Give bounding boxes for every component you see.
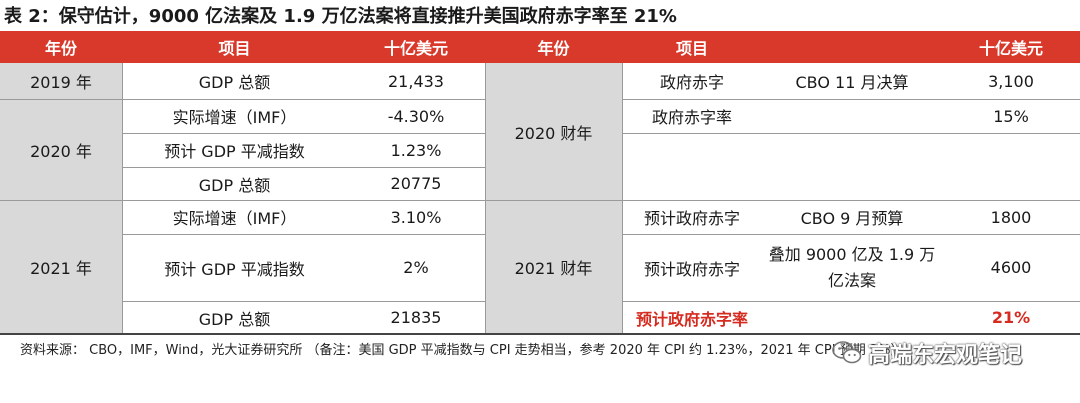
- source-note: 资料来源： CBO，IMF，Wind，光大证券研究所 （备注：美国 GDP 平减…: [20, 343, 904, 358]
- left-value-cell: 1.23%: [390, 140, 442, 160]
- left-item-cell: 实际增速（IMF）: [172, 108, 297, 127]
- row-divider: [122, 234, 485, 235]
- table-bottom-rule: [0, 333, 1080, 335]
- right-value-cell: 3,100: [988, 71, 1034, 91]
- left-value-cell: 3.10%: [390, 207, 442, 227]
- right-note-cell: CBO 11 月决算: [795, 73, 909, 92]
- row-divider: [122, 133, 485, 134]
- row-divider: [122, 301, 485, 302]
- header-left-unit: 十亿美元: [347, 31, 485, 63]
- year-cell-2019: 2019 年: [0, 63, 122, 99]
- year-cell-fy2021: 2021 财年: [485, 200, 622, 334]
- row-divider: [122, 167, 485, 168]
- left-item-cell: GDP 总额: [198, 309, 271, 329]
- left-value-cell: 21835: [390, 308, 442, 327]
- right-note-cell: [762, 301, 942, 334]
- header-right-year: 年份: [485, 31, 622, 63]
- row-divider: [622, 99, 1080, 100]
- left-item-cell: GDP 总额: [198, 175, 271, 195]
- right-item-cell: 预计政府赤字: [643, 259, 740, 279]
- left-item-cell: 预计 GDP 平减指数: [164, 259, 305, 279]
- wechat-icon: [832, 340, 862, 366]
- right-item-cell: 政府赤字: [659, 73, 724, 92]
- left-value-cell: 21,433: [388, 71, 444, 91]
- left-value-cell: 2%: [403, 258, 429, 277]
- right-note-cell: 叠加 9000 亿及 1.9 万亿法案: [768, 244, 936, 290]
- header-left-item: 项目: [122, 31, 347, 63]
- row-divider: [0, 200, 1080, 201]
- header-right-item: 项目: [622, 31, 762, 63]
- table-title: 表 2：保守估计，9000 亿法案及 1.9 万亿法案将直接推升美国政府赤字率至…: [4, 6, 677, 27]
- watermark: 高端东宏观笔记: [832, 338, 1022, 368]
- right-item-cell: 政府赤字率: [651, 108, 732, 127]
- right-item-cell: 预计政府赤字: [643, 209, 740, 228]
- right-value-cell: 4600: [990, 258, 1032, 277]
- right-value-cell: 15%: [993, 106, 1029, 126]
- year-cell-2021: 2021 年: [0, 200, 122, 334]
- row-divider: [0, 99, 485, 100]
- left-value-cell: -4.30%: [387, 106, 445, 126]
- right-value-cell-highlight: 21%: [991, 308, 1031, 327]
- row-divider: [622, 234, 1080, 235]
- year-cell-fy2020: 2020 财年: [485, 63, 622, 200]
- watermark-text: 高端东宏观笔记: [868, 343, 1023, 368]
- right-note-cell: CBO 9 月预算: [800, 209, 904, 228]
- right-value-cell: 1800: [990, 207, 1032, 227]
- right-item-cell-highlight: 预计政府赤字率: [635, 309, 748, 329]
- left-item-cell: 实际增速（IMF）: [172, 209, 297, 228]
- header-left-year: 年份: [0, 31, 122, 63]
- row-divider: [622, 301, 1080, 302]
- header-right-note: [762, 31, 942, 63]
- row-divider: [622, 133, 1080, 134]
- right-note-cell: [762, 99, 942, 133]
- column-divider: [485, 63, 486, 333]
- left-item-cell: 预计 GDP 平减指数: [164, 142, 305, 161]
- header-right-unit: 十亿美元: [942, 31, 1080, 63]
- year-cell-2020: 2020 年: [0, 99, 122, 200]
- left-value-cell: 20775: [390, 174, 442, 193]
- column-divider: [622, 63, 623, 333]
- left-item-cell: GDP 总额: [198, 73, 271, 92]
- column-divider: [122, 63, 123, 333]
